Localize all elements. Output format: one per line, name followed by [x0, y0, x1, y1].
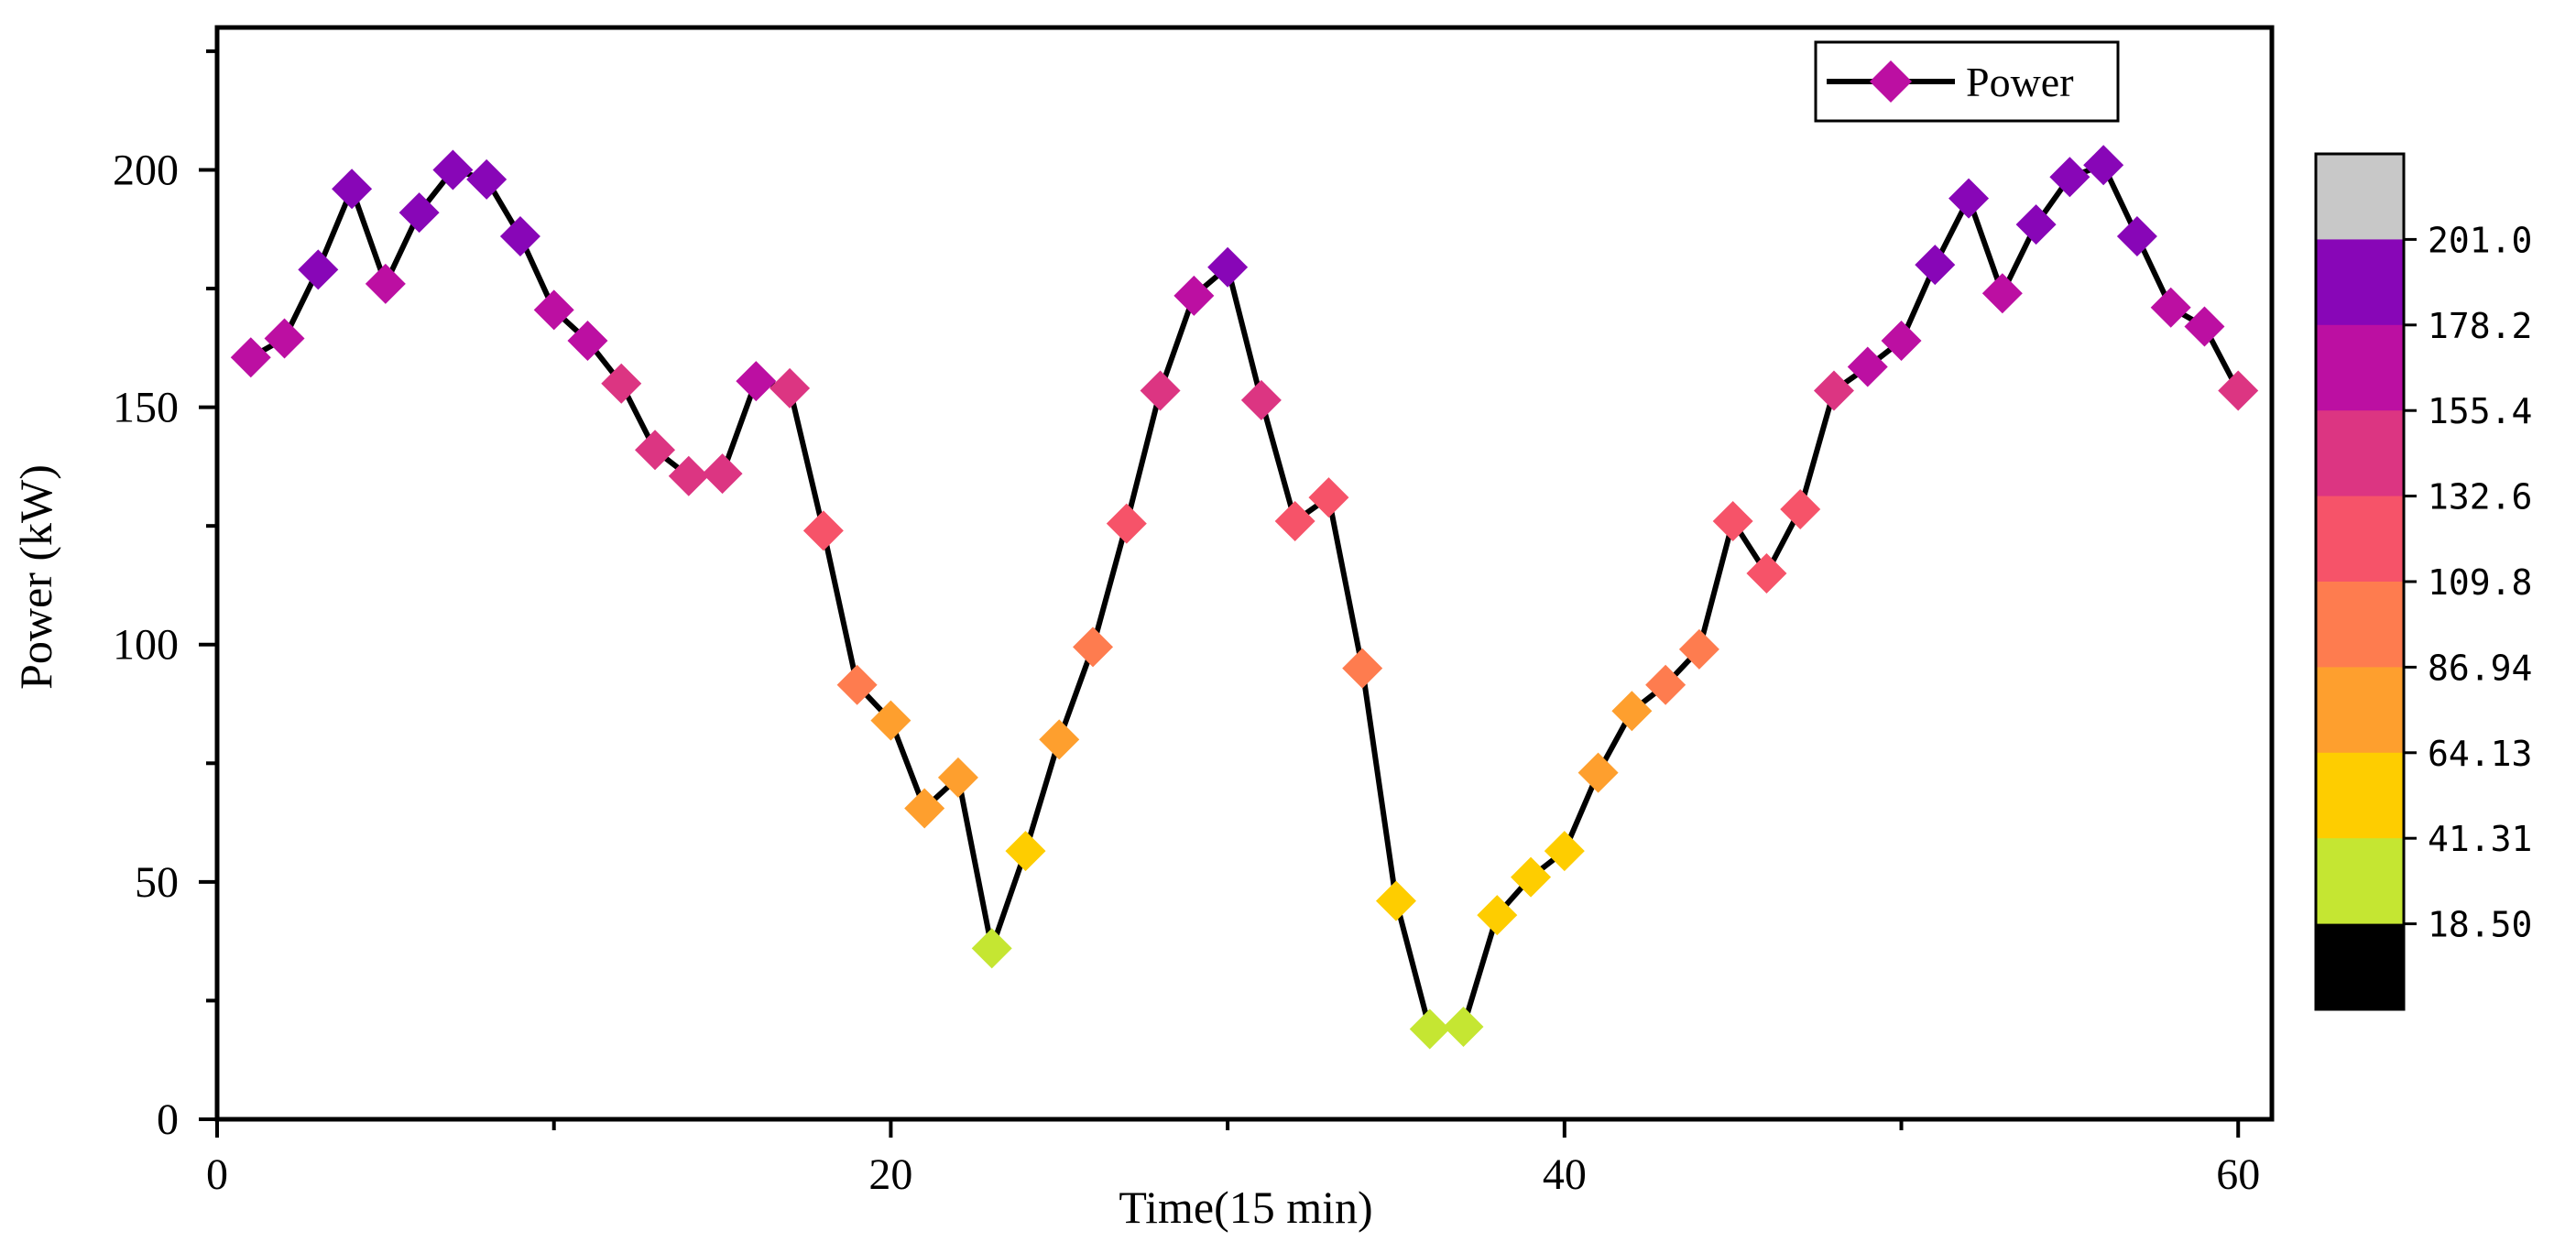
y-axis-label: Power (kW) — [10, 464, 61, 690]
data-point-marker — [1746, 553, 1787, 594]
x-tick-label: 20 — [868, 1150, 912, 1199]
data-point-marker — [836, 664, 878, 705]
data-point-marker — [1375, 880, 1416, 921]
data-point-marker — [1544, 831, 1585, 872]
colorbar-tick-label: 41.31 — [2428, 819, 2532, 859]
colorbar-tick-label: 18.50 — [2428, 905, 2532, 945]
data-point-marker — [702, 453, 743, 495]
data-point-marker — [635, 430, 676, 471]
data-point-marker — [1409, 1008, 1450, 1050]
data-point-marker — [1240, 379, 1282, 420]
data-point-marker — [736, 361, 777, 402]
x-tick-label: 0 — [206, 1150, 228, 1199]
colorbar-tick-label: 64.13 — [2428, 734, 2532, 774]
x-tick-label: 40 — [1543, 1150, 1587, 1199]
y-tick-label: 50 — [135, 858, 179, 907]
data-point-marker — [971, 928, 1012, 969]
data-point-marker — [1712, 500, 1753, 541]
data-point-marker — [432, 149, 474, 191]
data-point-marker — [2083, 145, 2124, 186]
data-point-marker — [1039, 719, 1080, 760]
data-point-marker — [298, 249, 339, 290]
colorbar-tick-label: 178.2 — [2428, 306, 2532, 346]
colorbar-segment — [2316, 582, 2404, 668]
colorbar-tick-label: 201.0 — [2428, 220, 2532, 260]
colorbar-segment — [2316, 923, 2404, 1010]
data-point-marker — [1274, 500, 1315, 541]
data-point-marker — [1106, 503, 1147, 544]
data-point-marker — [1981, 273, 2023, 314]
data-point-marker — [1005, 831, 1046, 872]
colorbar-tick-label: 132.6 — [2428, 477, 2532, 518]
data-point-marker — [1342, 648, 1383, 689]
data-point-marker — [1847, 346, 1888, 387]
data-point-marker — [2015, 204, 2057, 245]
colorbar-segment — [2316, 667, 2404, 754]
y-tick-label: 100 — [113, 621, 179, 670]
colorbar-segment — [2316, 752, 2404, 839]
colorbar-tick-label: 155.4 — [2428, 391, 2532, 431]
data-point-marker — [533, 289, 574, 331]
data-point-marker — [1813, 370, 1854, 411]
data-point-marker — [904, 788, 945, 829]
data-point-marker — [1881, 321, 1922, 362]
data-point-marker — [2049, 157, 2090, 198]
data-point-marker — [1173, 275, 1215, 316]
data-point-marker — [264, 318, 305, 359]
plot-frame — [214, 25, 2275, 1122]
colorbar-segment — [2316, 496, 2404, 583]
data-point-marker — [1443, 1006, 1484, 1047]
colorbar-tick-label: 86.94 — [2428, 648, 2532, 688]
data-point-marker — [1073, 626, 1114, 668]
data-point-marker — [1207, 246, 1249, 288]
colorbar: 201.0 178.2 155.4 132.6 109.8 86.94 64.13 41.31… — [2314, 152, 2532, 1011]
axes-layer: 0 20 40 60 0 50 100 150 200 — [113, 25, 2275, 1199]
legend: Power — [1814, 40, 2120, 123]
data-point-marker — [398, 192, 440, 234]
data-point-marker — [2218, 370, 2259, 411]
data-point-marker — [499, 216, 540, 257]
data-point-marker — [1308, 477, 1349, 518]
data-point-marker — [332, 169, 373, 210]
legend-entry-label: Power — [1966, 59, 2074, 105]
legend-marker-sample — [1870, 60, 1912, 103]
data-point-marker — [567, 321, 608, 362]
colorbar-segment — [2316, 838, 2404, 925]
colorbar-segment — [2316, 324, 2404, 411]
colorbar-segment — [2316, 239, 2404, 326]
data-point-marker — [1477, 895, 1518, 936]
colorbar-segment — [2316, 410, 2404, 497]
data-point-marker — [770, 367, 811, 409]
x-axis-label: Time(15 min) — [1119, 1182, 1372, 1233]
data-point-marker — [1140, 370, 1181, 411]
y-tick-label: 200 — [113, 146, 179, 194]
data-point-marker — [2150, 287, 2191, 328]
colorbar-segment — [2316, 154, 2404, 240]
data-point-marker — [365, 263, 406, 304]
data-point-marker — [1611, 691, 1653, 732]
data-point-marker — [1577, 752, 1619, 793]
series-line-power — [249, 162, 2241, 1032]
data-point-marker — [668, 455, 709, 496]
data-point-marker — [1915, 245, 1956, 286]
plot-layer — [230, 145, 2259, 1050]
data-point-marker — [230, 337, 271, 378]
data-point-marker — [802, 510, 844, 551]
colorbar-tick-label: 109.8 — [2428, 562, 2532, 603]
data-point-marker — [937, 757, 978, 798]
data-point-marker — [1948, 178, 1990, 219]
data-point-marker — [2184, 306, 2225, 347]
data-point-marker — [466, 158, 508, 200]
data-point-marker — [1780, 489, 1821, 530]
data-point-marker — [1511, 856, 1552, 898]
x-tick-label: 60 — [2216, 1150, 2260, 1199]
data-point-marker — [1678, 628, 1719, 670]
y-tick-label: 0 — [157, 1095, 179, 1144]
data-point-marker — [601, 363, 642, 404]
data-point-marker — [1645, 664, 1686, 705]
data-point-marker — [2116, 216, 2157, 257]
y-tick-label: 150 — [113, 384, 179, 432]
data-point-marker — [870, 700, 911, 741]
